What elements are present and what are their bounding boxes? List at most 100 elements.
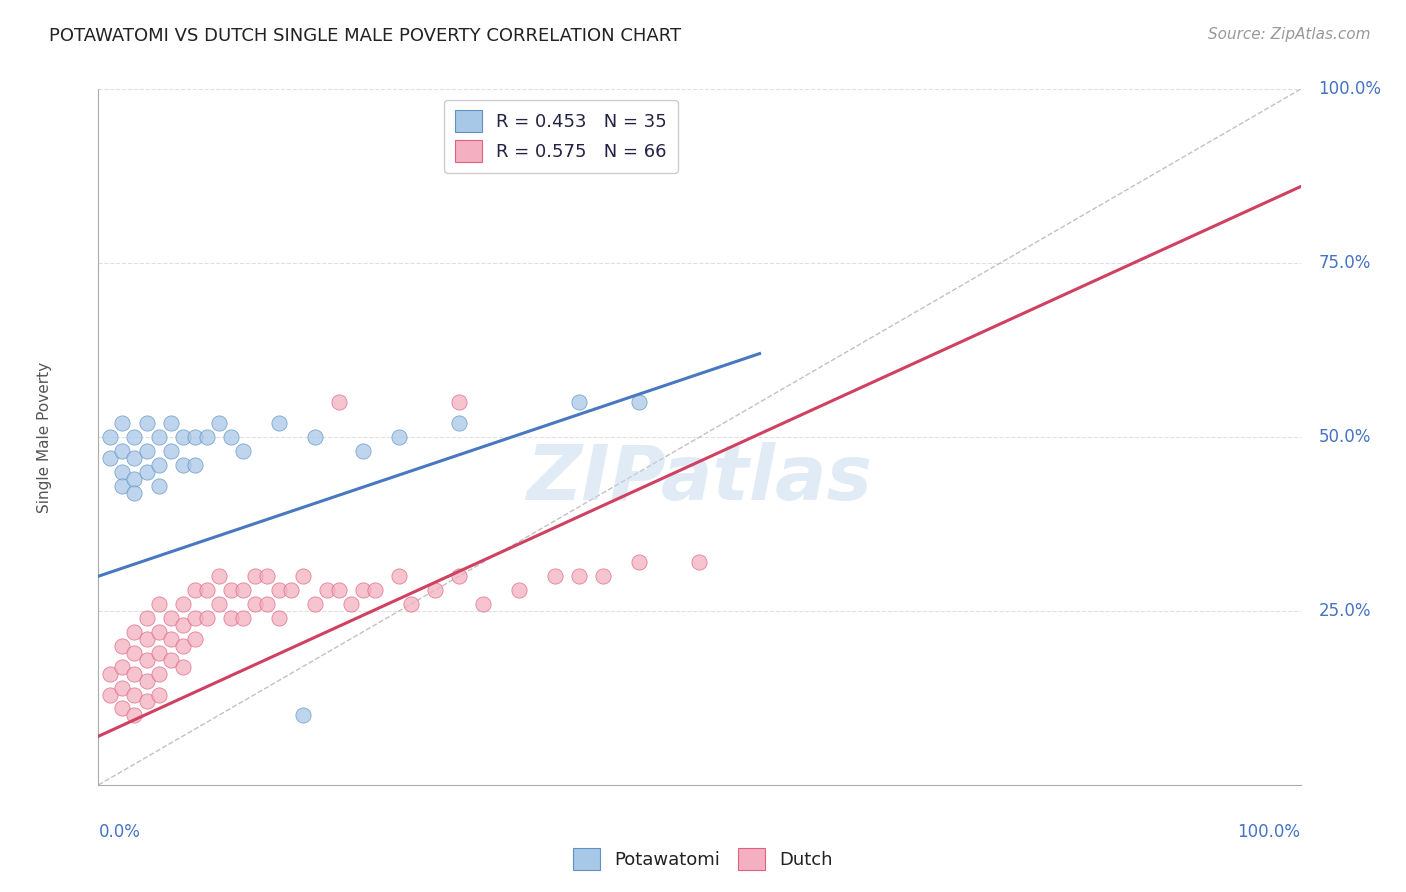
Point <box>592 569 614 583</box>
Point <box>232 611 254 625</box>
Point <box>111 681 134 695</box>
Text: ZIPatlas: ZIPatlas <box>526 442 873 516</box>
Point <box>183 583 205 598</box>
Point <box>124 430 146 444</box>
Point <box>111 444 134 458</box>
Point <box>100 666 122 681</box>
Point <box>124 450 146 465</box>
Point <box>111 659 134 673</box>
Point <box>172 639 194 653</box>
Point <box>688 555 710 569</box>
Point <box>304 597 326 611</box>
Point <box>208 597 231 611</box>
Point <box>219 430 242 444</box>
Point <box>111 639 134 653</box>
Point <box>148 430 170 444</box>
Point <box>135 694 157 708</box>
Point <box>172 430 194 444</box>
Point <box>568 569 591 583</box>
Text: 25.0%: 25.0% <box>1319 602 1371 620</box>
Point <box>100 450 122 465</box>
Point <box>183 632 205 646</box>
Text: Source: ZipAtlas.com: Source: ZipAtlas.com <box>1208 27 1371 42</box>
Point <box>195 583 218 598</box>
Point <box>111 701 134 715</box>
Point <box>291 569 314 583</box>
Point <box>388 569 411 583</box>
Point <box>219 611 242 625</box>
Point <box>135 653 157 667</box>
Text: 50.0%: 50.0% <box>1319 428 1371 446</box>
Point <box>148 624 170 639</box>
Point <box>148 688 170 702</box>
Point <box>135 465 157 479</box>
Point <box>243 569 266 583</box>
Point <box>267 611 290 625</box>
Point <box>148 646 170 660</box>
Point <box>208 416 231 430</box>
Point <box>135 444 157 458</box>
Point <box>135 416 157 430</box>
Point <box>472 597 495 611</box>
Point <box>183 611 205 625</box>
Point <box>568 395 591 409</box>
Point <box>124 688 146 702</box>
Point <box>148 458 170 472</box>
Legend: R = 0.453   N = 35, R = 0.575   N = 66: R = 0.453 N = 35, R = 0.575 N = 66 <box>444 100 678 172</box>
Point <box>267 416 290 430</box>
Point <box>388 430 411 444</box>
Point <box>447 569 470 583</box>
Point <box>352 583 374 598</box>
Point <box>148 479 170 493</box>
Point <box>183 430 205 444</box>
Text: 0.0%: 0.0% <box>98 823 141 841</box>
Point <box>280 583 302 598</box>
Point <box>124 472 146 486</box>
Point <box>364 583 387 598</box>
Point <box>328 395 350 409</box>
Text: Single Male Poverty: Single Male Poverty <box>37 361 52 513</box>
Point <box>159 416 181 430</box>
Point <box>172 659 194 673</box>
Point <box>183 458 205 472</box>
Point <box>195 430 218 444</box>
Legend: Potawatomi, Dutch: Potawatomi, Dutch <box>565 840 841 877</box>
Point <box>423 583 446 598</box>
Point <box>135 611 157 625</box>
Point <box>135 632 157 646</box>
Point <box>315 583 337 598</box>
Point <box>267 583 290 598</box>
Point <box>135 673 157 688</box>
Point <box>352 444 374 458</box>
Point <box>159 611 181 625</box>
Point <box>399 597 422 611</box>
Text: POTAWATOMI VS DUTCH SINGLE MALE POVERTY CORRELATION CHART: POTAWATOMI VS DUTCH SINGLE MALE POVERTY … <box>49 27 682 45</box>
Point <box>124 485 146 500</box>
Point <box>124 624 146 639</box>
Point <box>256 569 278 583</box>
Point <box>124 666 146 681</box>
Point <box>172 458 194 472</box>
Point <box>195 611 218 625</box>
Point <box>628 555 651 569</box>
Point <box>124 708 146 723</box>
Point <box>100 430 122 444</box>
Text: 75.0%: 75.0% <box>1319 254 1371 272</box>
Text: 100.0%: 100.0% <box>1319 80 1382 98</box>
Text: 100.0%: 100.0% <box>1237 823 1301 841</box>
Point <box>256 597 278 611</box>
Point <box>159 632 181 646</box>
Point <box>232 444 254 458</box>
Point <box>304 430 326 444</box>
Point <box>172 618 194 632</box>
Point <box>447 395 470 409</box>
Point <box>219 583 242 598</box>
Point <box>544 569 567 583</box>
Point <box>148 597 170 611</box>
Point <box>159 653 181 667</box>
Point <box>447 416 470 430</box>
Point <box>111 479 134 493</box>
Point <box>508 583 530 598</box>
Point <box>159 444 181 458</box>
Point <box>508 110 530 124</box>
